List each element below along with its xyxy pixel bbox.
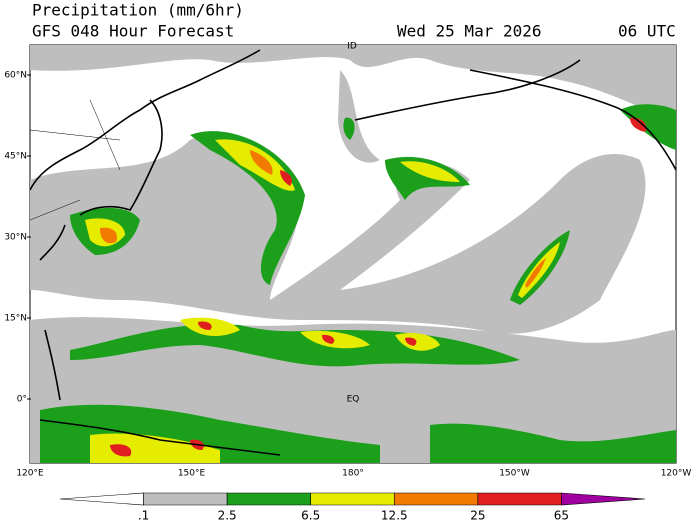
colorbar: .1 2.5 6.5 12.5 25 65 (59, 492, 646, 523)
map (29, 44, 677, 464)
title: Precipitation (mm/6hr) (32, 1, 244, 20)
model: GFS 048 Hour Forecast (32, 22, 234, 41)
colorbar-label: 6.5 (301, 509, 320, 523)
lat-label: 0° (17, 395, 27, 405)
lat-label: 60°N (4, 71, 27, 81)
colorbar-swatch (477, 492, 562, 506)
marker: EQ (347, 395, 360, 405)
colorbar-swatch (226, 492, 312, 506)
lat-label: 15°N (4, 314, 27, 324)
time: 06 UTC (618, 22, 676, 41)
lat-label: 30°N (4, 233, 27, 243)
colorbar-swatch (59, 492, 144, 506)
lon-label: 150°W (499, 469, 530, 479)
date: Wed 25 Mar 2026 (397, 22, 542, 41)
colorbar-label: 2.5 (218, 509, 237, 523)
coastlines (30, 49, 676, 456)
colorbar-label: 12.5 (381, 509, 408, 523)
colorbar-swatch (561, 492, 646, 506)
lon-labels: 120°E 150°E 180° 150°W 120°W (16, 469, 691, 479)
marker: ID (347, 42, 357, 52)
lon-label: 150°E (178, 469, 206, 479)
lon-label: 120°E (16, 469, 44, 479)
colorbar-swatch (310, 492, 395, 506)
colorbar-swatch (143, 492, 228, 506)
colorbar-label: .1 (138, 509, 149, 523)
precip-field (30, 45, 676, 463)
colorbar-label: 65 (554, 509, 569, 523)
lon-label: 180° (342, 469, 364, 479)
colorbar-label: 25 (470, 509, 485, 523)
lon-label: 120°W (661, 469, 692, 479)
lat-labels: 60°N 45°N 30°N 15°N 0° (4, 71, 31, 405)
colorbar-swatch (393, 492, 479, 506)
lat-label: 45°N (4, 152, 27, 162)
